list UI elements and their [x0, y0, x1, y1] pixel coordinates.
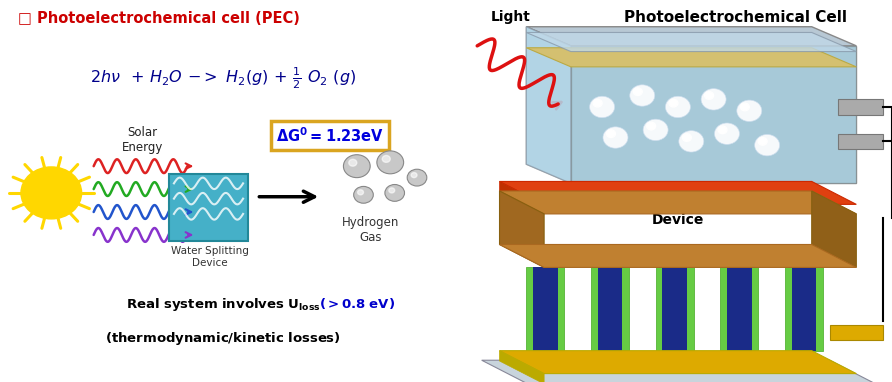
- Polygon shape: [571, 46, 856, 183]
- Polygon shape: [500, 181, 856, 204]
- Circle shape: [407, 169, 427, 186]
- Circle shape: [21, 167, 82, 219]
- Circle shape: [358, 190, 363, 195]
- Circle shape: [669, 99, 678, 107]
- Circle shape: [349, 159, 357, 166]
- Circle shape: [718, 126, 727, 134]
- Circle shape: [353, 186, 373, 203]
- Polygon shape: [500, 351, 856, 374]
- Polygon shape: [526, 27, 571, 183]
- Circle shape: [607, 130, 615, 138]
- Circle shape: [737, 100, 762, 121]
- Polygon shape: [526, 32, 856, 52]
- Polygon shape: [792, 267, 816, 351]
- Circle shape: [343, 155, 370, 178]
- Polygon shape: [500, 191, 856, 214]
- Circle shape: [665, 96, 690, 118]
- Polygon shape: [526, 267, 565, 351]
- Text: Hydrogen
Gas: Hydrogen Gas: [342, 216, 399, 244]
- Polygon shape: [727, 267, 751, 351]
- Circle shape: [643, 119, 668, 141]
- Polygon shape: [598, 267, 623, 351]
- Polygon shape: [721, 267, 758, 351]
- Text: $\mathit{2h\nu}$  $\mathit{+}$ $\mathit{H_2O}$ $\mathit{->}$ $\mathit{H_2(g)}$ $: $\mathit{2h\nu}$ $\mathit{+}$ $\mathit{H…: [90, 65, 356, 91]
- Circle shape: [758, 138, 767, 145]
- FancyBboxPatch shape: [169, 174, 247, 241]
- Text: $\mathbf{(>0.8\ eV)}$: $\mathbf{(>0.8\ eV)}$: [318, 296, 395, 311]
- Polygon shape: [526, 27, 856, 46]
- Polygon shape: [500, 244, 856, 267]
- Polygon shape: [526, 27, 571, 183]
- Circle shape: [630, 85, 655, 106]
- Polygon shape: [830, 325, 883, 340]
- Polygon shape: [838, 99, 883, 115]
- Circle shape: [633, 88, 642, 96]
- Polygon shape: [785, 267, 822, 351]
- Circle shape: [382, 155, 391, 162]
- Polygon shape: [656, 267, 694, 351]
- Polygon shape: [591, 267, 629, 351]
- Text: Photoelectrochemical Cell: Photoelectrochemical Cell: [624, 10, 847, 24]
- Text: □ Photoelectrochemical cell (PEC): □ Photoelectrochemical cell (PEC): [18, 11, 300, 26]
- Text: Thermoelectric
Device: Thermoelectric Device: [619, 197, 737, 227]
- Circle shape: [593, 99, 602, 107]
- Text: $\mathbf{(thermodynamic/kinetic\ losses)}$: $\mathbf{(thermodynamic/kinetic\ losses)…: [105, 330, 341, 348]
- Circle shape: [603, 127, 628, 148]
- Circle shape: [679, 131, 704, 152]
- Circle shape: [701, 89, 726, 110]
- Circle shape: [755, 134, 780, 156]
- Polygon shape: [500, 181, 544, 214]
- Polygon shape: [526, 48, 856, 67]
- Circle shape: [682, 134, 691, 141]
- Polygon shape: [533, 267, 558, 351]
- Circle shape: [705, 92, 714, 99]
- Text: $\mathbf{\Delta G^0=1.23eV}$: $\mathbf{\Delta G^0=1.23eV}$: [277, 126, 384, 145]
- Text: Solar
Energy: Solar Energy: [122, 126, 163, 154]
- Polygon shape: [526, 27, 856, 183]
- Text: Light: Light: [491, 10, 531, 24]
- Text: Real system involves $\mathbf{U_{loss}}$: Real system involves $\mathbf{U_{loss}}$: [126, 296, 320, 313]
- Circle shape: [590, 96, 615, 118]
- Circle shape: [384, 185, 404, 201]
- Circle shape: [389, 188, 394, 193]
- Circle shape: [411, 173, 417, 178]
- Circle shape: [647, 122, 656, 130]
- Circle shape: [740, 103, 749, 111]
- Polygon shape: [662, 267, 687, 351]
- Text: Water Splitting
Device: Water Splitting Device: [170, 246, 249, 268]
- Polygon shape: [812, 191, 856, 267]
- Circle shape: [376, 151, 403, 174]
- Polygon shape: [482, 360, 874, 382]
- Polygon shape: [500, 191, 544, 267]
- Polygon shape: [838, 134, 883, 149]
- Circle shape: [714, 123, 739, 144]
- Polygon shape: [500, 351, 544, 382]
